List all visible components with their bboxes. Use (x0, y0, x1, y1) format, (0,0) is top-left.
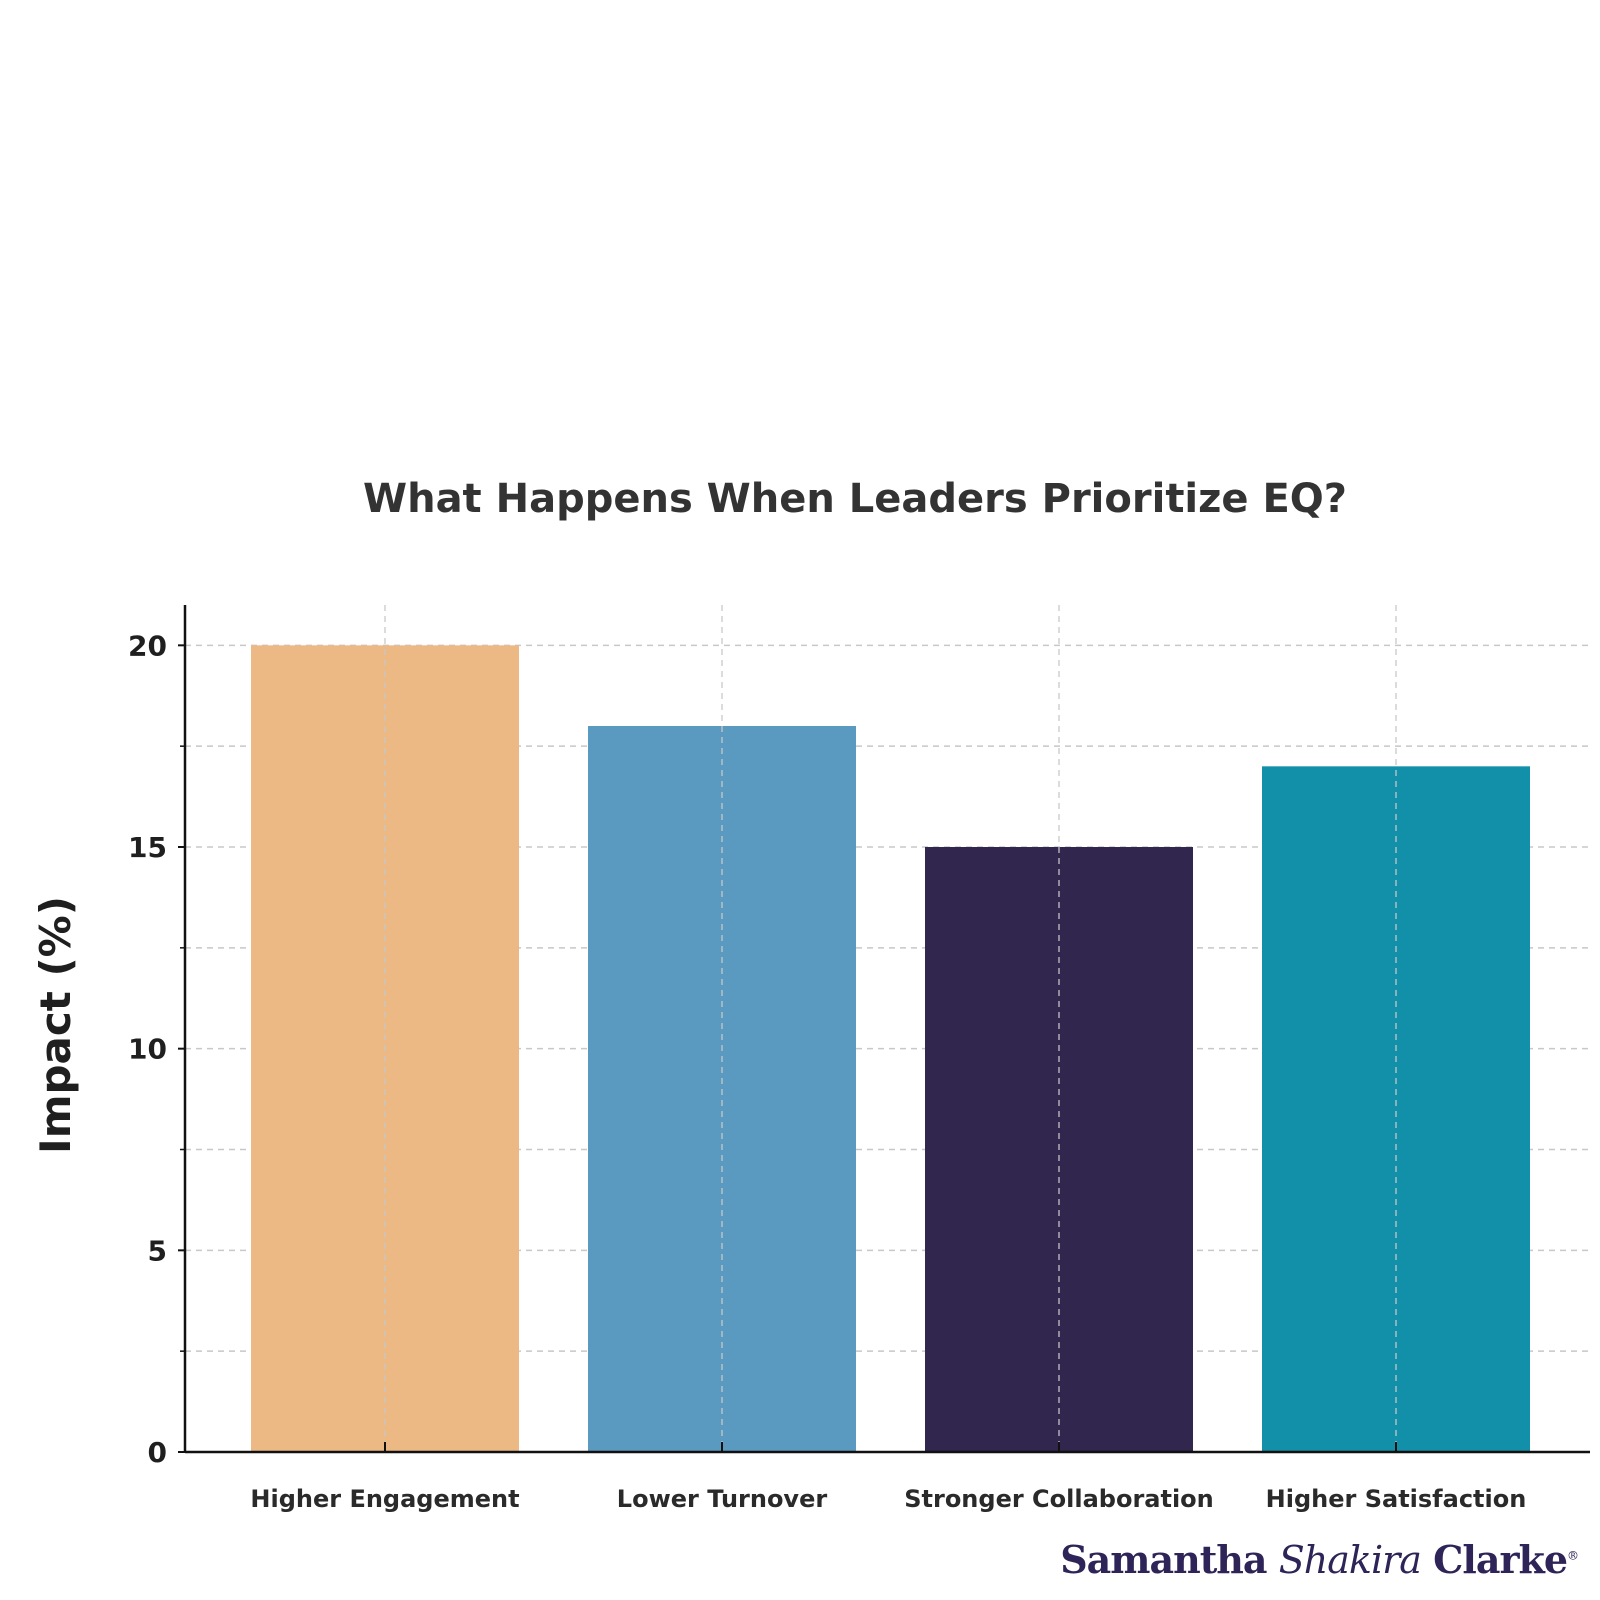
vertical-gridlines (384, 605, 1397, 1452)
y-tick-label: 20 (128, 629, 167, 662)
x-tick-label: Higher Engagement (250, 1485, 519, 1513)
y-tick-label: 10 (128, 1033, 167, 1066)
y-axis-label: Impact (%) (31, 896, 80, 1154)
brand-middle: Shakira (1278, 1538, 1422, 1582)
tick-labels: 0 5 10 15 20 Higher Engagement Lower Turnover S… (128, 629, 1526, 1513)
x-tick-label: Stronger Collaboration (904, 1485, 1214, 1513)
chart-title: What Happens When Leaders Prioritize EQ? (363, 476, 1347, 522)
x-tick-label: Lower Turnover (617, 1485, 828, 1513)
y-tick-label: 15 (128, 831, 167, 864)
x-tick-label: Higher Satisfaction (1266, 1485, 1527, 1513)
y-tick-label: 5 (148, 1234, 167, 1267)
y-tick-label: 0 (148, 1436, 167, 1469)
axes (178, 605, 1590, 1454)
brand-last: Clarke (1433, 1537, 1568, 1582)
brand-mark: ® (1567, 1548, 1579, 1563)
brand-first: Samantha (1060, 1537, 1267, 1582)
brand-logo: Samantha Shakira Clarke® (1060, 1537, 1579, 1582)
